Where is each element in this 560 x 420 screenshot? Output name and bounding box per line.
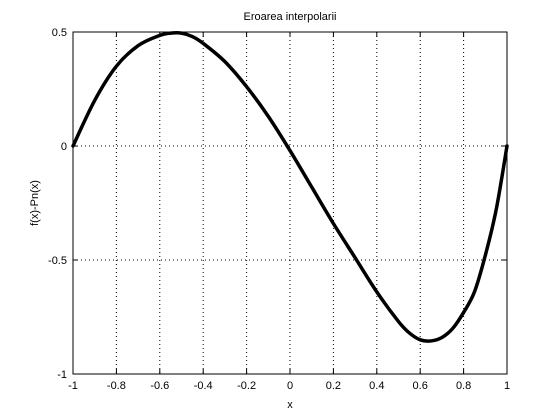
y-tick-label: -1: [57, 369, 67, 381]
x-tick-label: -0.8: [107, 380, 126, 392]
x-axis-label: x: [287, 399, 293, 411]
x-tick-label: 0.2: [326, 380, 341, 392]
x-tick-label: -0.6: [150, 380, 169, 392]
x-tick-label: -0.2: [237, 380, 256, 392]
chart-title: Eroarea interpolarii: [244, 11, 337, 23]
plot-area: [73, 32, 507, 374]
series-layer: [71, 31, 509, 343]
x-tick-label: 1: [504, 380, 510, 392]
x-tick-label: 0.6: [413, 380, 428, 392]
y-tick-label: 0: [61, 141, 67, 153]
x-tick-label: -1: [68, 380, 78, 392]
y-tick-labels: -1 -0.5 0 0.5: [48, 27, 67, 381]
x-tick-label: 0.4: [369, 380, 384, 392]
x-tick-label: 0.8: [456, 380, 471, 392]
x-tick-label: 0: [287, 380, 293, 392]
y-tick-label: -0.5: [48, 255, 67, 267]
tick-marks: [72, 31, 508, 375]
x-tick-labels: -1 -0.8 -0.6 -0.4 -0.2 0 0.2 0.4 0.6 0.8 1: [68, 380, 510, 392]
error-curve: [71, 31, 509, 343]
y-tick-label: 0.5: [52, 27, 67, 39]
y-axis-label: f(x)-Pn(x): [29, 180, 41, 226]
x-tick-label: -0.4: [194, 380, 213, 392]
